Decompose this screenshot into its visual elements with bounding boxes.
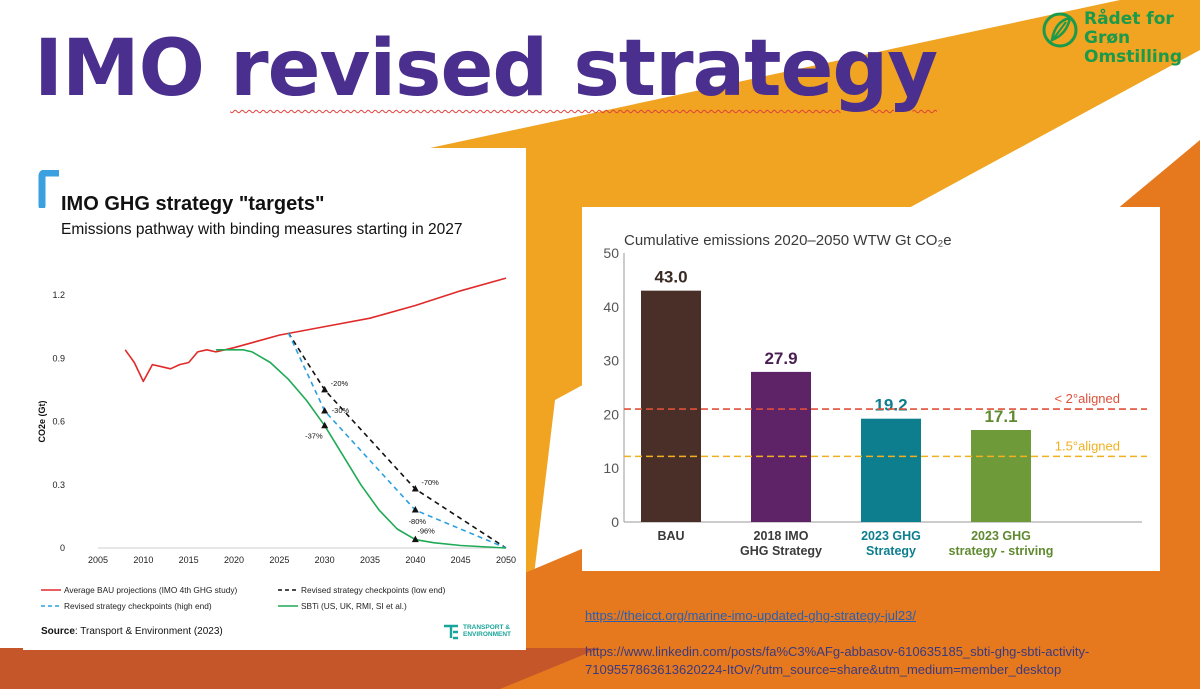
x-tick-label: 2025 [269,555,289,565]
leaf-globe-icon [1042,12,1078,48]
bar-4 [971,430,1031,522]
y-tick-label: 1.2 [52,290,65,300]
x-tick-label: 2030 [315,555,335,565]
y-tick-label: 0.9 [52,353,65,363]
emissions-line-chart: 0 0.3 0.6 0.9 1.2 2005 2010 2015 2020 2025 2030 203… [37,277,516,611]
bar-2 [751,371,811,522]
x-tick-label: 2005 [88,555,108,565]
bar-chart-title: Cumulative emissions 2020–2050 WTW Gt CO… [624,232,952,249]
bar-category-label-line-1: 2018 IMO [754,529,809,543]
checkpoint-marker [411,484,419,492]
reference-label: 1.5°aligned [1055,438,1120,453]
cumulative-emissions-bar-chart: Cumulative emissions 2020–2050 WTW Gt CO… [603,232,1147,558]
checkpoint-marker [411,535,419,543]
bar-category-label-line-1: 2023 GHG [861,529,921,543]
bar-y-tick-label: 20 [603,406,619,422]
series-line-4 [215,349,507,549]
linkedin-link[interactable]: https://www.linkedin.com/posts/fa%C3%AFg… [585,643,1089,679]
annotation-label: -80% [409,517,427,526]
linkedin-link-line-1: https://www.linkedin.com/posts/fa%C3%AFg… [585,644,1090,659]
reference-label: < 2°aligned [1054,391,1120,406]
rust-shape [0,648,600,689]
y-tick-label: 0.3 [52,480,65,490]
bar-3 [861,418,921,522]
y-axis-label: CO2e (Gt) [37,400,47,442]
x-tick-label: 2045 [451,555,471,565]
checkpoint-marker [321,385,329,393]
legend-label: Revised strategy checkpoints (low end) [301,585,446,595]
te-logo-line-2: ENVIRONMENT [463,631,512,638]
checkpoint-marker [321,421,329,429]
series-line-1 [124,277,507,383]
x-tick-label: 2015 [179,555,199,565]
annotation-label: -96% [417,527,435,536]
bar-category-label-line-1: 2023 GHG [971,529,1031,543]
source-label: Source [41,626,75,637]
title-revised-strategy: revised strategy [230,24,938,114]
logo-line-2: Grøn [1084,28,1131,48]
legend-label: Revised strategy checkpoints (high end) [64,601,212,611]
left-chart-subtitle: Emissions pathway with binding measures … [61,221,463,238]
icct-link[interactable]: https://theicct.org/marine-imo-updated-g… [585,608,916,623]
bar-category-label-line-2: GHG Strategy [740,544,822,558]
bar-category-label-line-2: strategy - striving [949,544,1054,558]
bar-y-tick-label: 0 [611,514,619,530]
logo-line-1: Rådet for [1084,9,1174,29]
x-tick-label: 2035 [360,555,380,565]
logo-text: Rådet for Grøn Omstilling [1084,10,1182,67]
te-logo-icon [444,624,458,640]
checkpoint-marker [411,506,419,513]
chart-source: Source: Transport & Environment (2023) [41,626,223,637]
raadet-logo: Rådet for Grøn Omstilling [1040,8,1195,70]
annotation-label: -20% [331,379,349,388]
te-logo-text: TRANSPORT & ENVIRONMENT [463,624,511,638]
bar-category-label-line-2: Strategy [866,544,916,558]
bar-1 [641,290,701,522]
transport-environment-logo: TRANSPORT & ENVIRONMENT [443,624,523,644]
cumulative-emissions-chart-panel: Cumulative emissions 2020–2050 WTW Gt CO… [582,207,1160,571]
bar-y-tick-label: 10 [603,460,619,476]
annotation-label: -30% [332,406,350,415]
source-text: : Transport & Environment (2023) [74,626,223,637]
bar-value-label: 43.0 [654,268,687,287]
bar-value-label: 19.2 [874,396,907,415]
x-tick-label: 2040 [405,555,425,565]
checkpoint-marker [321,406,329,414]
x-tick-label: 2020 [224,555,244,565]
series-line-3 [287,332,507,549]
bar-value-label: 17.1 [984,407,1017,426]
legend-label: SBTi (US, UK, RMI, SI et al.) [301,601,407,611]
ghg-strategy-chart-panel: IMO GHG strategy "targets" Emissions pat… [23,148,526,650]
bar-y-tick-label: 40 [603,299,619,315]
corner-bracket-icon [38,170,59,208]
series-line-2 [287,332,507,549]
bar-value-label: 27.9 [764,349,797,368]
logo-line-3: Omstilling [1084,47,1182,67]
bar-y-tick-label: 30 [603,353,619,369]
annotation-label: -70% [421,478,439,487]
slide-title: IMO revised strategy [34,30,938,108]
annotation-label: -37% [305,432,323,441]
title-imo: IMO [34,24,205,114]
y-tick-label: 0.6 [52,417,65,427]
linkedin-link-line-2: 7109557863613620224-ItOv/?utm_source=sha… [585,662,1062,677]
x-tick-label: 2010 [133,555,153,565]
legend-label: Average BAU projections (IMO 4th GHG stu… [64,585,237,595]
left-chart-title: IMO GHG strategy "targets" [61,193,325,215]
y-tick-label: 0 [60,543,65,553]
bar-y-tick-label: 50 [603,245,619,261]
bar-category-label-line-1: BAU [657,529,684,543]
x-tick-label: 2050 [496,555,516,565]
te-logo-line-1: TRANSPORT & [463,624,510,631]
